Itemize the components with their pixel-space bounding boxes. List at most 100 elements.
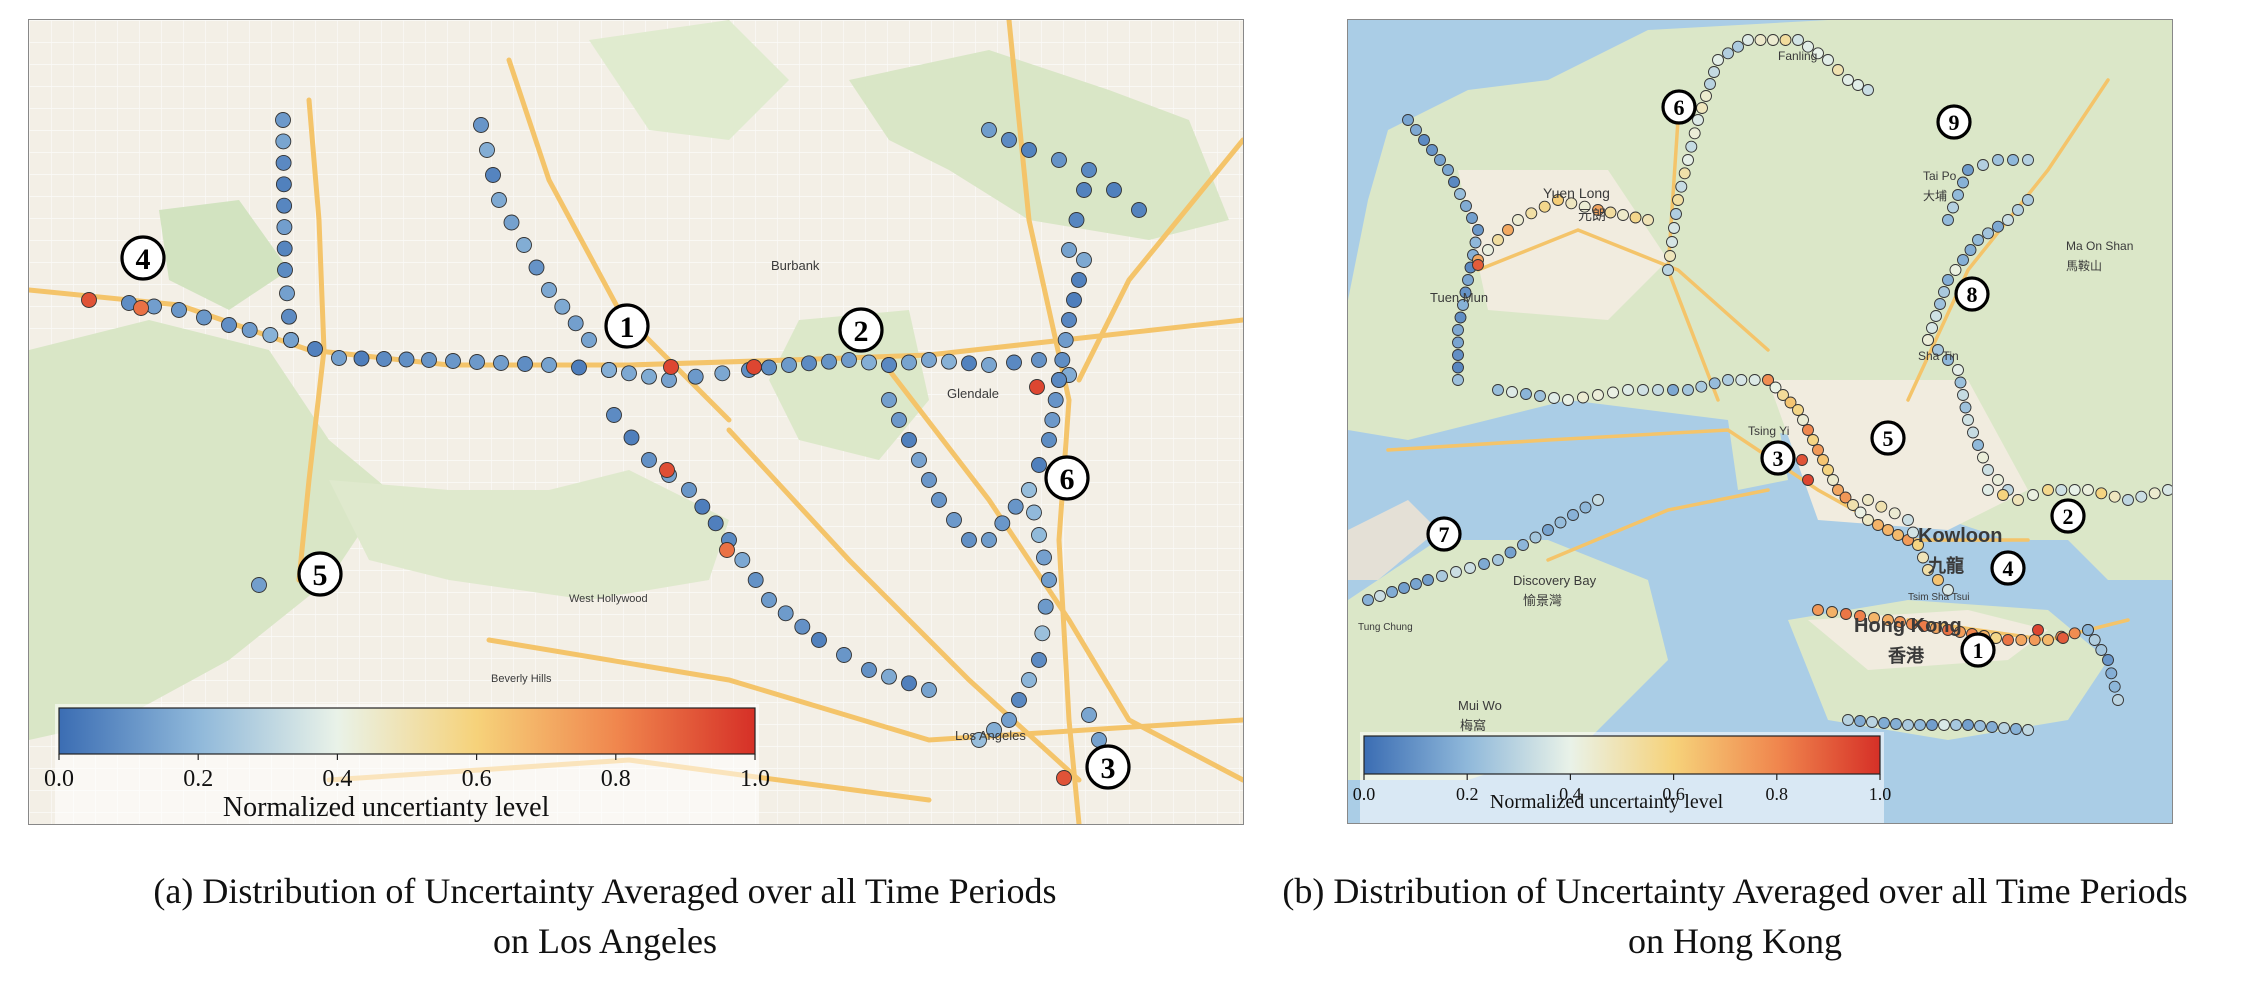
station-dot bbox=[445, 353, 461, 369]
station-dot bbox=[1021, 142, 1037, 158]
station-dot bbox=[1967, 426, 1979, 439]
station-dot bbox=[1402, 114, 1414, 126]
station-dot bbox=[1362, 594, 1374, 606]
station-dot bbox=[2108, 490, 2121, 503]
station-dot bbox=[1422, 574, 1434, 586]
station-dot bbox=[1957, 176, 1969, 189]
station-dot bbox=[1502, 224, 1514, 236]
station-dot bbox=[251, 577, 267, 593]
station-dot bbox=[1868, 612, 1880, 624]
station-dot bbox=[81, 292, 97, 308]
station-dot bbox=[641, 368, 657, 385]
park-area bbox=[329, 470, 729, 600]
station-dot bbox=[1932, 344, 1944, 356]
station-dot bbox=[1081, 707, 1097, 723]
station-dot bbox=[1926, 719, 1938, 731]
region-marker: 7 bbox=[1426, 516, 1462, 552]
station-dot bbox=[1492, 234, 1504, 246]
place-label: 香港 bbox=[1887, 646, 1925, 666]
station-dot bbox=[1629, 211, 1642, 224]
station-dot bbox=[841, 352, 857, 368]
colorbar-title: Normalized uncertianty level bbox=[223, 792, 550, 823]
station-dot bbox=[1922, 564, 1934, 576]
station-dot bbox=[1767, 34, 1779, 46]
land-lantau bbox=[1348, 540, 1668, 780]
colorbar-tick-label: 0.4 bbox=[1559, 784, 1582, 804]
place-label: Hong Kong bbox=[1854, 615, 1962, 637]
station-dot bbox=[2010, 723, 2022, 735]
station-dot bbox=[1708, 66, 1720, 78]
station-dot bbox=[1950, 719, 1962, 731]
colorbar-gradient bbox=[58, 707, 756, 755]
station-dot bbox=[2055, 484, 2068, 496]
station-dot bbox=[571, 359, 587, 376]
station-dot bbox=[1922, 334, 1934, 346]
station-dot bbox=[1562, 394, 1574, 406]
station-dot bbox=[1878, 717, 1890, 729]
station-dot bbox=[861, 354, 877, 371]
colorbar-tick-label: 1.0 bbox=[1869, 784, 1892, 804]
station-dot bbox=[1592, 204, 1604, 216]
station-dot bbox=[1822, 54, 1834, 66]
station-dot bbox=[2122, 494, 2134, 506]
station-dot bbox=[1842, 714, 1854, 726]
station-dot bbox=[961, 355, 977, 372]
station-dot bbox=[1504, 546, 1517, 559]
station-dot bbox=[777, 605, 794, 622]
station-dot bbox=[971, 732, 987, 748]
station-dot bbox=[1977, 159, 1989, 171]
station-dot bbox=[275, 176, 292, 193]
colorbar-tick-label: 0.8 bbox=[601, 766, 631, 792]
station-dot bbox=[567, 315, 584, 332]
station-dot bbox=[528, 259, 545, 276]
station-dot bbox=[2108, 680, 2121, 693]
station-dot bbox=[1001, 712, 1017, 728]
station-dot bbox=[1057, 332, 1074, 348]
region-marker: 3 bbox=[1085, 744, 1131, 790]
station-dot bbox=[281, 308, 297, 325]
station-dot bbox=[491, 192, 507, 208]
station-dot bbox=[1902, 514, 1914, 526]
station-dot bbox=[1722, 47, 1734, 60]
station-dot bbox=[1006, 354, 1022, 371]
station-dot bbox=[1802, 40, 1814, 53]
station-dot bbox=[1942, 214, 1954, 226]
region-marker-label: 4 bbox=[136, 243, 151, 276]
colorbar-tick-label: 0.2 bbox=[1456, 784, 1479, 804]
station-dot bbox=[1735, 374, 1748, 386]
region-marker: 9 bbox=[1936, 104, 1972, 140]
station-dot bbox=[881, 357, 897, 373]
station-dot bbox=[2112, 694, 2124, 706]
station-dot bbox=[1947, 201, 1959, 214]
station-dot bbox=[1666, 236, 1678, 248]
station-dot bbox=[1071, 272, 1087, 288]
colorbar-tick-label: 0.0 bbox=[44, 766, 74, 792]
station-dot bbox=[2012, 494, 2024, 506]
station-dot bbox=[1469, 236, 1482, 249]
station-dot bbox=[1051, 152, 1067, 168]
place-label: Discovery Bay bbox=[1513, 573, 1597, 588]
station-dot bbox=[554, 298, 571, 315]
station-dot bbox=[1852, 79, 1864, 91]
station-dot bbox=[694, 498, 711, 515]
station-dot bbox=[1026, 504, 1042, 521]
station-dot bbox=[911, 452, 927, 468]
station-dot bbox=[1410, 124, 1422, 136]
station-dot bbox=[1452, 361, 1464, 374]
station-dot bbox=[921, 352, 937, 368]
station-dot bbox=[1131, 202, 1147, 218]
station-dot bbox=[1076, 182, 1092, 198]
station-dot bbox=[1762, 374, 1774, 386]
station-dot bbox=[1854, 610, 1866, 622]
station-dot bbox=[1957, 254, 1969, 266]
station-dot bbox=[1031, 652, 1047, 668]
place-label: Mui Wo bbox=[1458, 698, 1502, 713]
station-dot bbox=[606, 407, 622, 423]
station-dot bbox=[1622, 384, 1634, 396]
region-marker-label: 7 bbox=[1439, 522, 1450, 547]
region-marker-label: 5 bbox=[1883, 426, 1894, 451]
station-dot bbox=[1847, 499, 1859, 511]
station-dot bbox=[1914, 719, 1926, 731]
station-dot bbox=[1997, 489, 2009, 501]
park-area bbox=[769, 310, 929, 460]
